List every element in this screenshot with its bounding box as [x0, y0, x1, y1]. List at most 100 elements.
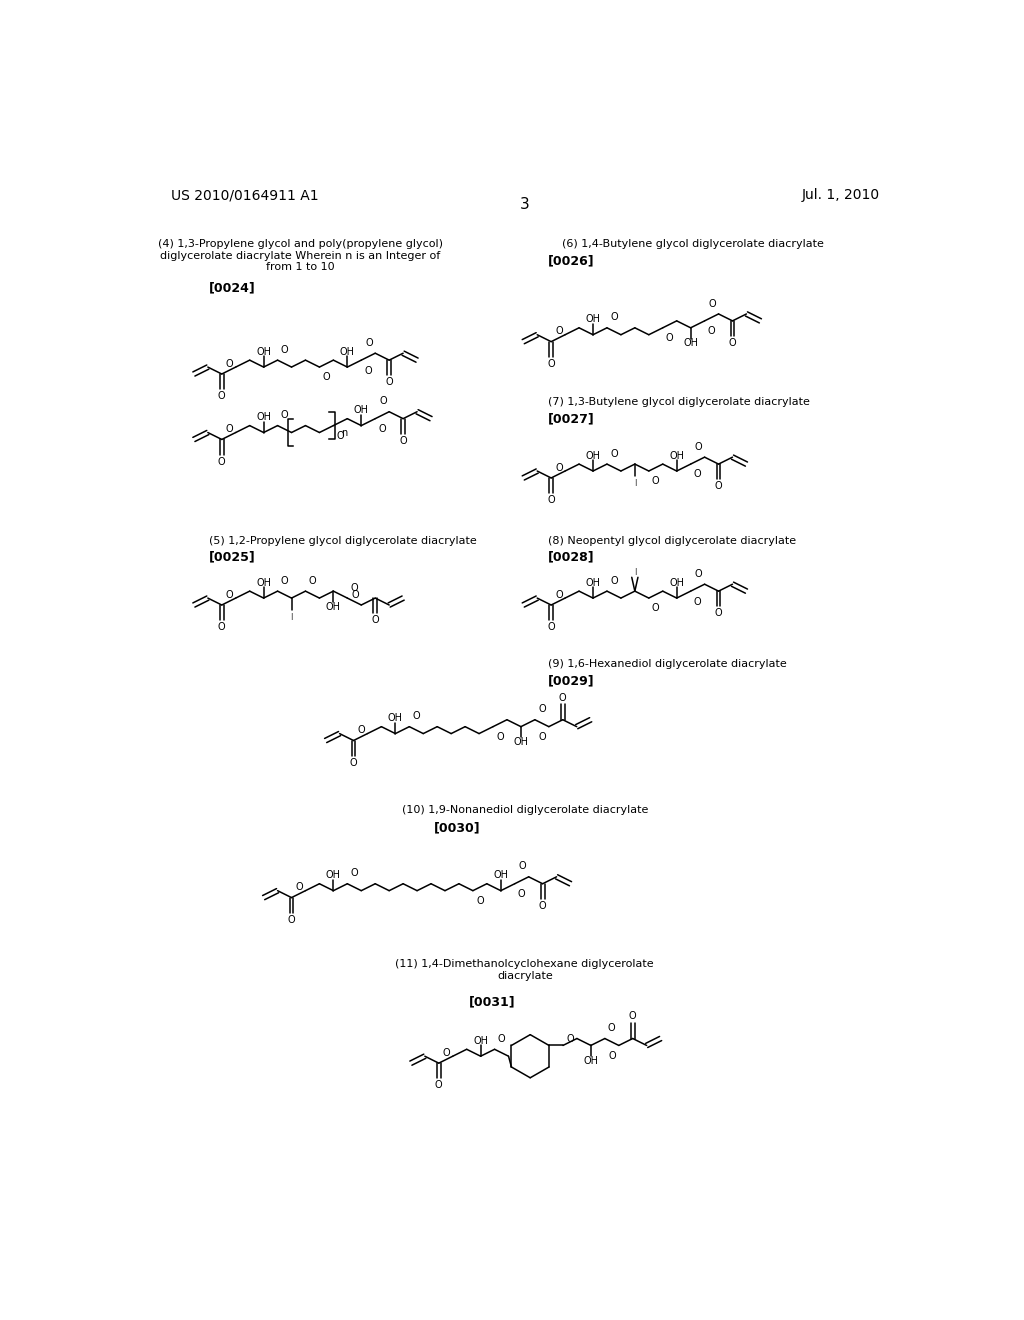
- Text: O: O: [281, 576, 289, 586]
- Text: (6) 1,4-Butylene glycol diglycerolate diacrylate: (6) 1,4-Butylene glycol diglycerolate di…: [562, 239, 824, 249]
- Text: O: O: [323, 372, 330, 383]
- Text: OH: OH: [670, 578, 684, 587]
- Text: O: O: [225, 359, 233, 368]
- Text: O: O: [629, 1011, 637, 1022]
- Text: (4) 1,3-Propylene glycol and poly(propylene glycol)
diglycerolate diacrylate Whe: (4) 1,3-Propylene glycol and poly(propyl…: [158, 239, 442, 272]
- Text: O: O: [555, 462, 563, 473]
- Text: O: O: [281, 411, 289, 420]
- Text: O: O: [694, 597, 701, 606]
- Text: O: O: [379, 396, 387, 407]
- Text: OH: OH: [353, 405, 369, 416]
- Text: O: O: [538, 705, 546, 714]
- Text: O: O: [218, 457, 225, 467]
- Text: O: O: [351, 590, 358, 599]
- Text: O: O: [694, 569, 702, 578]
- Text: O: O: [365, 366, 372, 375]
- Text: O: O: [518, 890, 525, 899]
- Text: O: O: [225, 424, 233, 434]
- Text: [0031]: [0031]: [469, 995, 516, 1008]
- Text: OH: OH: [388, 713, 402, 723]
- Text: |: |: [291, 612, 293, 620]
- Text: OH: OH: [340, 347, 355, 356]
- Text: [0027]: [0027]: [548, 412, 595, 425]
- Text: O: O: [708, 326, 716, 337]
- Text: O: O: [218, 622, 225, 632]
- Text: O: O: [559, 693, 566, 702]
- Text: n: n: [341, 428, 347, 438]
- Text: O: O: [350, 869, 358, 878]
- Text: (11) 1,4-Dimethanolcyclohexane diglycerolate
diacrylate: (11) 1,4-Dimethanolcyclohexane diglycero…: [395, 960, 654, 981]
- Text: O: O: [337, 432, 344, 441]
- Text: O: O: [610, 449, 617, 458]
- Text: O: O: [498, 1034, 506, 1044]
- Text: O: O: [296, 882, 303, 892]
- Text: O: O: [548, 495, 555, 506]
- Text: [0025]: [0025]: [209, 550, 256, 564]
- Text: OH: OH: [586, 578, 600, 587]
- Text: O: O: [666, 333, 674, 343]
- Text: OH: OH: [584, 1056, 598, 1065]
- Text: O: O: [548, 359, 555, 368]
- Text: O: O: [350, 582, 358, 593]
- Text: OH: OH: [326, 870, 341, 880]
- Text: (5) 1,2-Propylene glycol diglycerolate diacrylate: (5) 1,2-Propylene glycol diglycerolate d…: [209, 536, 477, 545]
- Text: O: O: [709, 298, 716, 309]
- Text: OH: OH: [586, 450, 600, 461]
- Text: O: O: [497, 733, 504, 742]
- Text: O: O: [519, 862, 526, 871]
- Text: O: O: [218, 391, 225, 401]
- Text: [0030]: [0030]: [434, 821, 480, 834]
- Text: [0028]: [0028]: [548, 550, 595, 564]
- Text: O: O: [442, 1048, 451, 1057]
- Text: O: O: [539, 733, 547, 742]
- Text: O: O: [610, 576, 617, 586]
- Text: O: O: [385, 378, 393, 387]
- Text: O: O: [652, 603, 659, 614]
- Text: (10) 1,9-Nonanediol diglycerolate diacrylate: (10) 1,9-Nonanediol diglycerolate diacry…: [401, 805, 648, 816]
- Text: O: O: [608, 1023, 615, 1034]
- Text: O: O: [548, 622, 555, 632]
- Text: O: O: [350, 758, 357, 768]
- Text: O: O: [729, 338, 736, 348]
- Text: O: O: [366, 338, 373, 347]
- Text: |: |: [634, 479, 636, 486]
- Text: Jul. 1, 2010: Jul. 1, 2010: [802, 189, 880, 202]
- Text: O: O: [694, 470, 701, 479]
- Text: OH: OH: [513, 737, 528, 747]
- Text: OH: OH: [683, 338, 698, 348]
- Text: [0029]: [0029]: [548, 675, 595, 686]
- Text: O: O: [372, 615, 379, 626]
- Text: O: O: [715, 609, 722, 618]
- Text: O: O: [399, 436, 407, 446]
- Text: O: O: [555, 590, 563, 599]
- Text: OH: OH: [670, 450, 684, 461]
- Text: O: O: [652, 477, 659, 486]
- Text: OH: OH: [256, 578, 271, 587]
- Text: O: O: [694, 442, 702, 451]
- Text: O: O: [413, 711, 420, 721]
- Text: O: O: [379, 424, 386, 434]
- Text: (8) Neopentyl glycol diglycerolate diacrylate: (8) Neopentyl glycol diglycerolate diacr…: [548, 536, 797, 545]
- Text: O: O: [225, 590, 233, 599]
- Text: O: O: [308, 576, 316, 586]
- Text: O: O: [608, 1051, 616, 1061]
- Text: OH: OH: [256, 347, 271, 356]
- Text: [0024]: [0024]: [209, 281, 256, 294]
- Text: OH: OH: [326, 602, 341, 611]
- Text: OH: OH: [586, 314, 600, 325]
- Text: O: O: [715, 482, 722, 491]
- Text: O: O: [610, 313, 617, 322]
- Text: OH: OH: [256, 412, 271, 422]
- Text: |: |: [634, 568, 636, 574]
- Text: US 2010/0164911 A1: US 2010/0164911 A1: [171, 189, 318, 202]
- Text: O: O: [281, 345, 289, 355]
- Text: O: O: [555, 326, 563, 337]
- Text: [0026]: [0026]: [548, 255, 595, 268]
- Text: 3: 3: [520, 197, 529, 213]
- Text: OH: OH: [473, 1036, 488, 1045]
- Text: OH: OH: [494, 870, 508, 880]
- Text: O: O: [539, 902, 547, 911]
- Text: O: O: [566, 1034, 573, 1044]
- Text: O: O: [435, 1080, 442, 1090]
- Text: O: O: [476, 896, 483, 906]
